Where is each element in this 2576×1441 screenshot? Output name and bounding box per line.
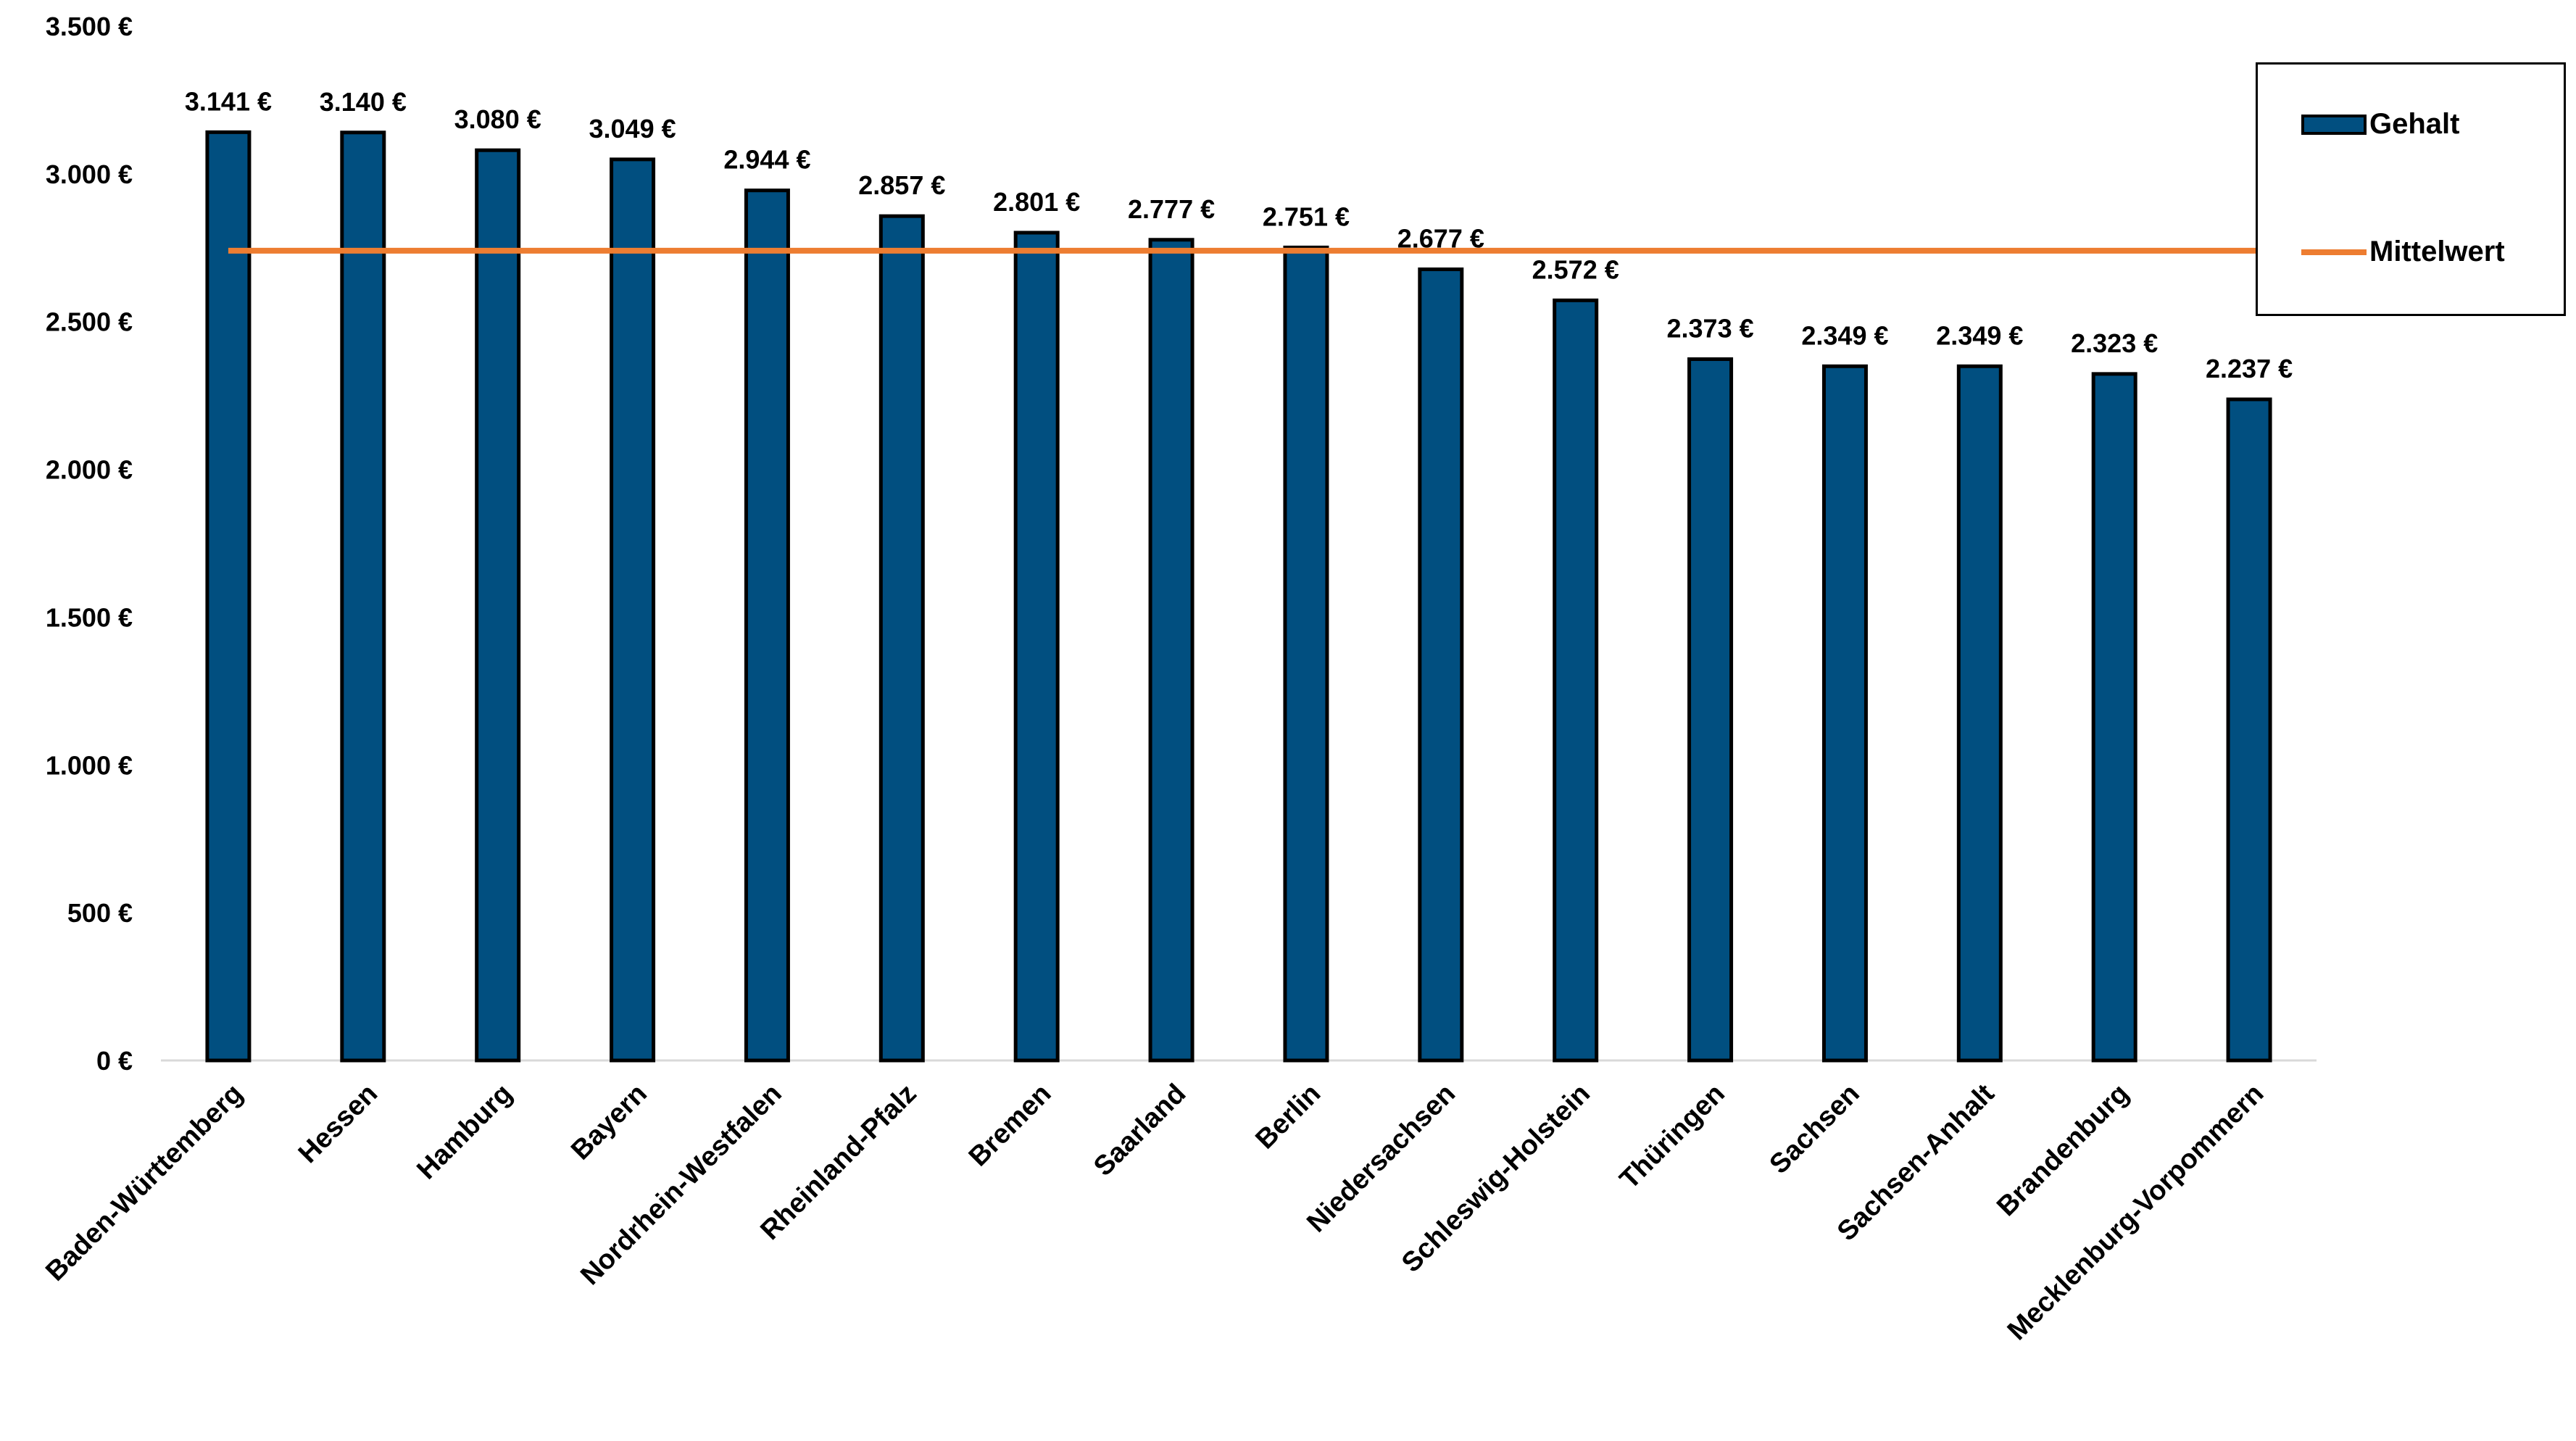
x-tick-label: Mecklenburg-Vorpommern — [2002, 1079, 2270, 1347]
data-label: 2.944 € — [723, 145, 810, 175]
y-tick-label: 1.000 € — [46, 750, 133, 780]
bar — [878, 214, 925, 1063]
bar — [1956, 364, 2003, 1063]
legend-bar-swatch — [2301, 114, 2367, 135]
y-tick-label: 3.000 € — [46, 159, 133, 189]
legend-item-gehalt: Gehalt — [2301, 108, 2459, 141]
bar — [2091, 372, 2137, 1063]
y-tick-label: 2.000 € — [46, 455, 133, 485]
x-tick-label: Berlin — [1250, 1079, 1326, 1155]
bar — [340, 130, 386, 1063]
data-label: 2.857 € — [858, 170, 945, 200]
x-tick-label: Thüringen — [1614, 1079, 1731, 1195]
data-label: 2.349 € — [1936, 320, 2023, 350]
bar — [1418, 267, 1464, 1063]
bar — [1553, 298, 1599, 1063]
x-tick-label: Brandenburg — [1991, 1079, 2135, 1222]
data-label: 2.801 € — [993, 187, 1080, 217]
legend-line-swatch — [2301, 249, 2367, 255]
bar — [744, 188, 790, 1063]
data-label: 2.572 € — [1532, 254, 1619, 284]
data-label: 2.373 € — [1667, 313, 1754, 343]
bar — [610, 157, 656, 1063]
x-tick-label: Sachsen — [1764, 1079, 1866, 1180]
y-tick-label: 1.500 € — [46, 602, 133, 632]
bar — [475, 148, 521, 1063]
bar — [1283, 245, 1329, 1063]
x-tick-label: Bremen — [963, 1079, 1058, 1173]
x-tick-label: Baden-Württemberg — [40, 1079, 249, 1287]
y-tick-label: 3.500 € — [46, 12, 133, 41]
bar — [1687, 357, 1734, 1063]
bar — [1148, 238, 1194, 1063]
legend: Gehalt Mittelwert — [2256, 62, 2566, 316]
legend-label-mittelwert: Mittelwert — [2369, 236, 2505, 267]
bar — [1013, 231, 1060, 1063]
data-label: 2.349 € — [1801, 320, 1888, 350]
x-tick-label: Niedersachsen — [1301, 1079, 1461, 1239]
y-tick-label: 0 € — [96, 1046, 133, 1076]
data-label: 3.140 € — [320, 87, 407, 117]
data-label: 3.141 € — [185, 86, 272, 116]
legend-label-gehalt: Gehalt — [2369, 108, 2460, 140]
bar — [205, 130, 252, 1063]
bar — [2226, 397, 2272, 1063]
data-label: 2.751 € — [1263, 202, 1350, 231]
x-tick-label: Saarland — [1088, 1079, 1192, 1182]
data-label: 2.323 € — [2071, 328, 2158, 358]
data-label: 2.777 € — [1128, 194, 1215, 224]
data-label: 3.080 € — [454, 104, 541, 134]
x-tick-label: Hessen — [293, 1079, 383, 1169]
x-tick-label: Hamburg — [411, 1079, 518, 1186]
data-label: 2.237 € — [2206, 354, 2293, 383]
legend-item-mittelwert: Mittelwert — [2301, 236, 2505, 268]
x-tick-label: Bayern — [565, 1079, 653, 1166]
bar — [1821, 364, 1868, 1063]
y-tick-label: 2.500 € — [46, 307, 133, 337]
data-label: 3.049 € — [589, 114, 676, 144]
y-tick-label: 500 € — [67, 898, 133, 928]
